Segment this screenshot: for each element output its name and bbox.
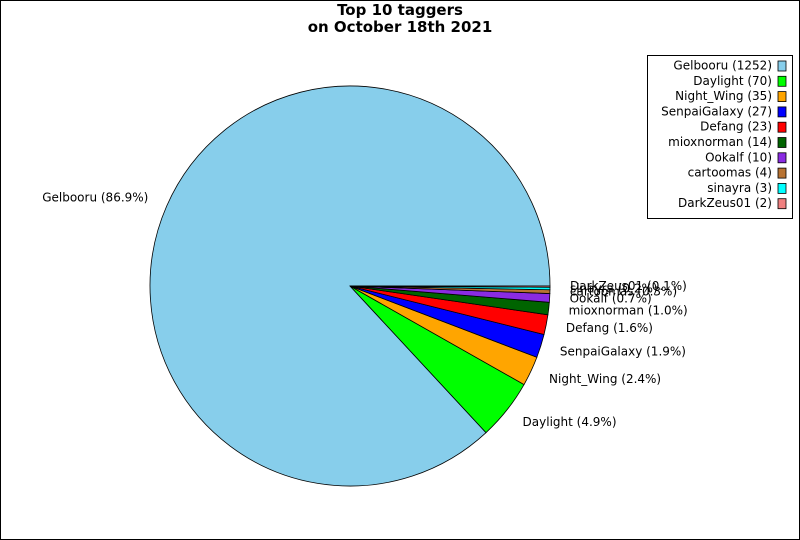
legend-swatch [777, 60, 787, 72]
legend-label: Gelbooru (1252) [673, 59, 772, 73]
slice-label: DarkZeus01 (0.1%) [570, 279, 687, 293]
slice-label: Gelbooru (86.9%) [42, 190, 148, 204]
legend-swatch [777, 75, 787, 87]
legend-swatch [777, 137, 787, 148]
legend-swatch [777, 106, 787, 118]
legend-box [647, 55, 793, 219]
slice-label: Daylight (4.9%) [523, 415, 617, 429]
legend-swatch [777, 182, 787, 194]
legend-label: DarkZeus01 (2) [678, 196, 772, 210]
slice-label: Night_Wing (2.4%) [549, 372, 661, 386]
legend-label: cartoomas (4) [688, 166, 772, 180]
legend-swatch [777, 152, 787, 164]
legend-label: Night_Wing (35) [675, 89, 772, 103]
legend-swatch [777, 91, 787, 102]
slice-label: cartoomas (0.3%) [570, 285, 677, 299]
slice-label: SenpaiGalaxy (1.9%) [560, 345, 686, 359]
pie-slice [349, 285, 551, 288]
legend-label: sinayra (3) [707, 181, 772, 195]
legend-label: Daylight (70) [693, 74, 772, 88]
legend-swatch [777, 121, 787, 133]
legend-label: Ookalf (10) [705, 150, 772, 164]
legend-label: Defang (23) [700, 120, 772, 134]
slice-label: sinayra (0.2%) [570, 281, 658, 295]
chart-title: Top 10 taggers on October 18th 2021 [307, 1, 493, 36]
slice-label: Defang (1.6%) [566, 321, 653, 335]
legend-swatch [777, 198, 787, 210]
legend-label: SenpaiGalaxy (27) [661, 104, 772, 118]
legend-swatch [777, 167, 787, 179]
slice-label: mioxnorman (1.0%) [569, 303, 688, 317]
slice-label: Ookalf (0.7%) [570, 292, 652, 306]
legend-label: mioxnorman (14) [668, 135, 772, 149]
